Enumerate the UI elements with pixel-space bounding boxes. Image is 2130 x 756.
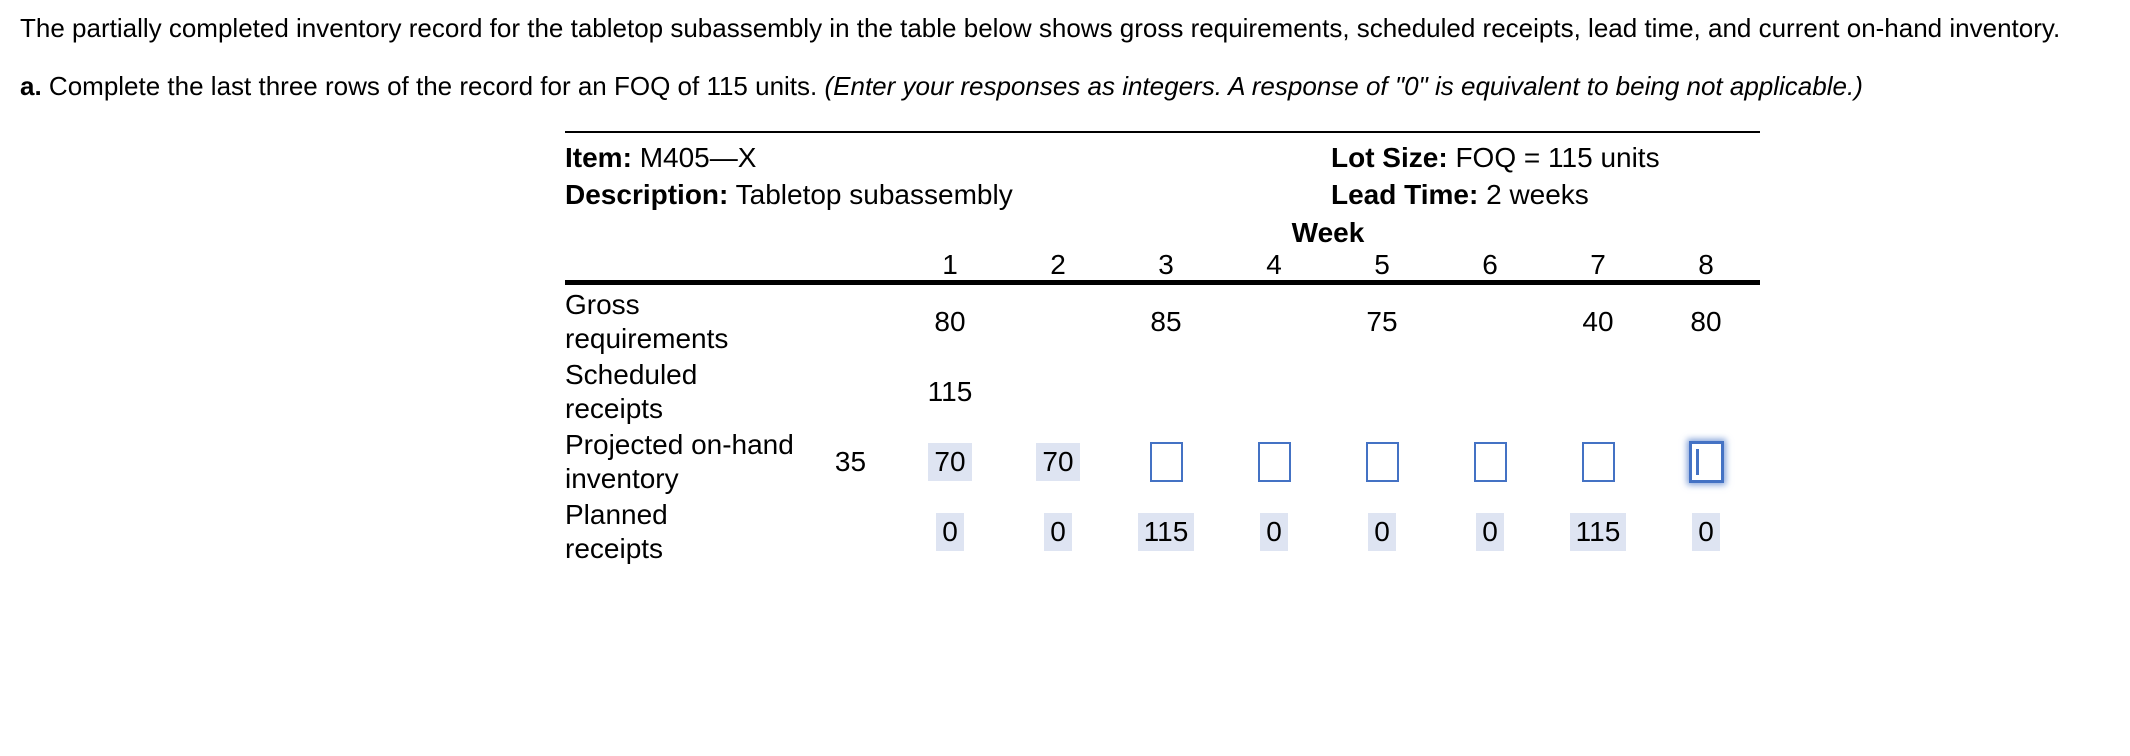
projected-week-3: [1112, 442, 1220, 482]
projected-week-5: [1328, 442, 1436, 482]
gross-week-7: 40: [1582, 306, 1614, 337]
planned-week-5: 0: [1328, 513, 1436, 551]
projected-initial-inventory: 35: [834, 446, 867, 477]
description-value: Tabletop subassembly: [735, 179, 1013, 210]
lot-size-value: FOQ = 115 units: [1455, 142, 1660, 173]
planned-receipts-input-week-1[interactable]: 0: [936, 513, 964, 551]
planned-receipts-input-week-7[interactable]: 115: [1569, 513, 1627, 551]
gross-week-3: 85: [1150, 306, 1182, 337]
scheduled-week-1: 115: [927, 376, 973, 407]
week-number-3: 3: [1158, 249, 1174, 280]
gross-requirements-row: Gross requirements 80 85 75 40 80: [565, 287, 1760, 357]
table-top-rule: [565, 131, 1760, 133]
gross-week-5: 75: [1366, 306, 1398, 337]
projected-inventory-input-week-4[interactable]: [1257, 442, 1291, 482]
week-numbers-row: 1 2 3 4 5 6 7 8: [896, 249, 1760, 281]
planned-week-8: 0: [1652, 513, 1760, 551]
planned-receipts-row: Planned receipts 0 0 115 0 0 0 115 0: [565, 497, 1760, 567]
week-number-2: 2: [1050, 249, 1066, 280]
projected-inventory-input-week-2[interactable]: 70: [1036, 443, 1080, 481]
planned-receipts-input-week-5[interactable]: 0: [1368, 513, 1396, 551]
item-row: Item: M405—X: [565, 143, 756, 173]
description-label: Description:: [565, 179, 729, 210]
week-number-5: 5: [1374, 249, 1390, 280]
note-text: (Enter your responses as integers. A res…: [824, 71, 1863, 101]
week-number-8: 8: [1698, 249, 1714, 280]
table-body: Gross requirements 80 85 75 40 80 Schedu…: [565, 287, 1760, 567]
planned-week-4: 0: [1220, 513, 1328, 551]
projected-week-7: [1544, 442, 1652, 482]
lot-size-row: Lot Size: FOQ = 115 units: [1331, 143, 1660, 173]
projected-inventory-input-week-3[interactable]: [1149, 442, 1183, 482]
week-number-7: 7: [1590, 249, 1606, 280]
week-header: Week: [1291, 217, 1365, 248]
text-caret: [1695, 449, 1699, 475]
planned-week-6: 0: [1436, 513, 1544, 551]
planned-receipts-input-week-3[interactable]: 115: [1137, 513, 1195, 551]
projected-inventory-input-week-6[interactable]: [1473, 442, 1507, 482]
week-number-4: 4: [1266, 249, 1282, 280]
row-label-planned-receipts: Planned receipts: [565, 499, 668, 564]
instruction-text: Complete the last three rows of the reco…: [48, 71, 818, 101]
projected-inventory-input-week-7[interactable]: [1581, 442, 1615, 482]
projected-week-2: 70: [1004, 443, 1112, 481]
planned-week-7: 115: [1544, 513, 1652, 551]
planned-receipts-input-week-4[interactable]: 0: [1260, 513, 1288, 551]
planned-receipts-input-week-6[interactable]: 0: [1476, 513, 1504, 551]
gross-week-1: 80: [934, 306, 966, 337]
description-row: Description: Tabletop subassembly: [565, 180, 1013, 210]
part-a-text: a. Complete the last three rows of the r…: [20, 70, 1863, 102]
projected-inventory-input-week-8-focused[interactable]: [1688, 441, 1724, 483]
gross-week-8: 80: [1690, 306, 1722, 337]
projected-week-8: [1652, 441, 1760, 483]
projected-week-1: 70: [896, 443, 1004, 481]
item-label: Item:: [565, 142, 632, 173]
week-number-6: 6: [1482, 249, 1498, 280]
projected-week-4: [1220, 442, 1328, 482]
projected-week-6: [1436, 442, 1544, 482]
lot-size-label: Lot Size:: [1331, 142, 1448, 173]
scheduled-receipts-row: Scheduled receipts 115: [565, 357, 1760, 427]
projected-inventory-input-week-5[interactable]: [1365, 442, 1399, 482]
inventory-record-table: Item: M405—X Description: Tabletop subas…: [565, 131, 1760, 576]
row-label-projected-inventory: Projected on-hand inventory: [565, 429, 794, 494]
question-text: The partially completed inventory record…: [20, 12, 2060, 44]
projected-inventory-row: Projected on-hand inventory 35 70 70: [565, 427, 1760, 497]
planned-receipts-input-week-2[interactable]: 0: [1044, 513, 1072, 551]
lead-time-value: 2 weeks: [1486, 179, 1589, 210]
question-line1: The partially completed inventory record…: [20, 13, 2061, 43]
row-label-scheduled-receipts: Scheduled receipts: [565, 359, 698, 424]
item-value: M405—X: [639, 142, 757, 173]
lead-time-label: Lead Time:: [1331, 179, 1479, 210]
planned-receipts-input-week-8[interactable]: 0: [1692, 513, 1720, 551]
lead-time-row: Lead Time: 2 weeks: [1331, 180, 1589, 210]
planned-week-3: 115: [1112, 513, 1220, 551]
part-label: a.: [20, 71, 42, 101]
row-label-gross-requirements: Gross requirements: [565, 289, 729, 354]
planned-week-1: 0: [896, 513, 1004, 551]
planned-week-2: 0: [1004, 513, 1112, 551]
projected-inventory-input-week-1[interactable]: 70: [928, 443, 972, 481]
table-header-rule: [565, 280, 1760, 285]
week-number-1: 1: [942, 249, 958, 280]
